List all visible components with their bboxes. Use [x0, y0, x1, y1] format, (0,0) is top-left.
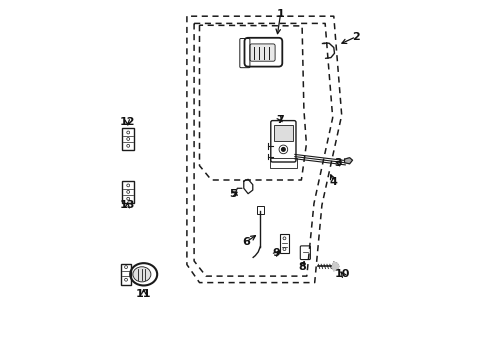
Text: 7: 7: [276, 114, 284, 125]
Text: 10: 10: [334, 269, 350, 279]
Text: 6: 6: [242, 237, 250, 247]
FancyBboxPatch shape: [249, 44, 275, 61]
Text: 9: 9: [272, 248, 280, 258]
Text: 11: 11: [136, 289, 151, 300]
FancyBboxPatch shape: [273, 125, 292, 141]
Text: 3: 3: [334, 158, 341, 168]
Circle shape: [281, 148, 285, 151]
Text: 2: 2: [351, 32, 359, 42]
Text: 5: 5: [229, 189, 236, 199]
Polygon shape: [332, 262, 338, 271]
Ellipse shape: [133, 267, 151, 282]
Text: 4: 4: [329, 177, 337, 187]
Text: 1: 1: [276, 9, 284, 19]
Text: 8: 8: [298, 262, 305, 272]
Text: 12: 12: [120, 117, 135, 127]
Polygon shape: [344, 158, 352, 164]
Text: 13: 13: [120, 200, 135, 210]
